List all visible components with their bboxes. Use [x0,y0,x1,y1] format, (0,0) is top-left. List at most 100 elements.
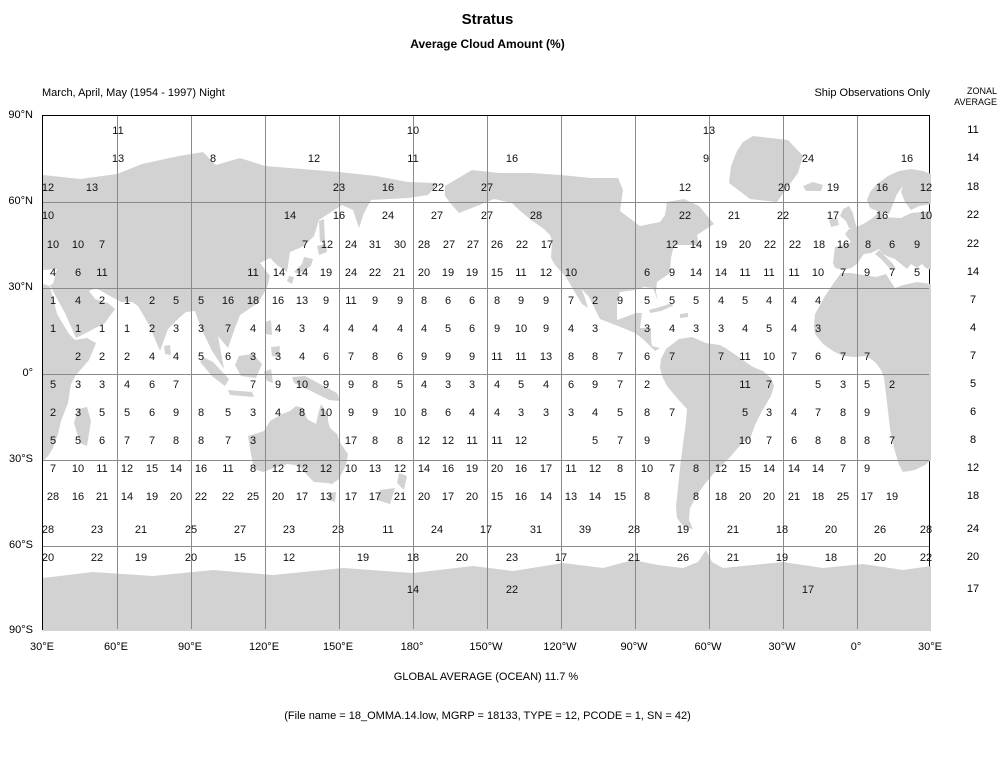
cloud-amount-value: 22 [505,584,519,596]
landmass-sumatra [200,357,229,386]
cloud-amount-value: 16 [505,153,519,165]
cloud-amount-value: 7 [888,435,896,447]
cloud-amount-value: 5 [74,435,82,447]
cloud-amount-value: 17 [860,491,874,503]
latitude-tick-label: 90°N [8,109,33,121]
cloud-amount-value: 6 [148,379,156,391]
cloud-amount-value: 17 [801,584,815,596]
cloud-amount-value: 4 [814,295,822,307]
cloud-amount-value: 3 [249,435,257,447]
cloud-amount-value: 10 [762,351,776,363]
latitude-tick-label: 60°N [8,195,33,207]
cloud-amount-value: 11 [96,267,108,279]
longitude-tick-label: 30°E [30,641,54,653]
x-axis-longitude-labels: 30°E 60°E 90°E 120°E 150°E 180° 150°W 120°W 90°W… [30,641,942,657]
file-info-caption: (File name = 18_OMMA.14.low, MGRP = 1813… [284,710,691,722]
cloud-amount-value: 8 [396,435,404,447]
cloud-amount-value: 19 [145,491,159,503]
cloud-amount-value: 19 [714,239,728,251]
cloud-amount-value: 6 [98,435,106,447]
longitude-gridline [857,116,858,629]
cloud-amount-value: 12 [919,182,933,194]
cloud-amount-value: 3 [74,379,82,391]
landmass-java [228,390,254,397]
landmass-borneo [235,354,262,378]
cloud-amount-value: 13 [85,182,99,194]
cloud-amount-value: 7 [224,435,232,447]
cloud-amount-value: 39 [578,524,592,536]
cloud-amount-value: 23 [331,524,345,536]
cloud-amount-value: 15 [145,463,159,475]
cloud-amount-value: 7 [765,379,773,391]
cloud-amount-value: 2 [123,351,131,363]
cloud-amount-value: 9 [347,407,355,419]
cloud-amount-value: 3 [517,407,525,419]
longitude-tick-label: 90°E [178,641,202,653]
cloud-amount-value: 17 [479,524,493,536]
cloud-amount-value: 8 [814,435,822,447]
cloud-amount-value: 18 [775,524,789,536]
cloud-amount-value: 1 [123,295,131,307]
cloud-amount-value: 10 [41,210,55,222]
landmass-greenland [729,136,803,202]
zonal-average-value: 7 [969,350,977,362]
cloud-amount-value: 17 [826,210,840,222]
cloud-amount-value: 17 [295,491,309,503]
y-axis-latitude-labels: 90°N 60°N 30°N 0° 30°S 60°S 90°S [0,109,37,636]
cloud-amount-value: 19 [775,552,789,564]
cloud-amount-value: 7 [863,351,871,363]
cloud-amount-value: 25 [836,491,850,503]
cloud-amount-value: 27 [466,239,480,251]
landmass-mindanao [271,346,280,357]
longitude-gridline [191,116,192,629]
cloud-amount-value: 5 [591,435,599,447]
cloud-amount-value: 12 [295,463,309,475]
cloud-amount-value: 3 [98,379,106,391]
page-title: Stratus [461,11,514,28]
cloud-amount-value: 5 [98,407,106,419]
cloud-amount-value: 6 [396,351,404,363]
cloud-amount-value: 7 [888,267,896,279]
cloud-amount-value: 11 [763,267,775,279]
longitude-tick-label: 60°W [694,641,722,653]
cloud-amount-value: 4 [741,323,749,335]
cloud-amount-value: 4 [567,323,575,335]
cloud-amount-value: 11 [247,267,259,279]
zonal-average-value: 22 [966,238,980,250]
cloud-amount-value: 6 [567,379,575,391]
cloud-amount-value: 7 [616,379,624,391]
cloud-amount-value: 19 [676,524,690,536]
latitude-tick-label: 30°S [9,453,33,465]
landmass-hokkaido [317,244,327,255]
cloud-amount-value: 4 [172,351,180,363]
cloud-amount-value: 14 [714,267,728,279]
cloud-amount-value: 10 [564,267,578,279]
cloud-amount-value: 21 [727,210,741,222]
cloud-amount-value: 7 [249,379,257,391]
landmass-australia [248,404,348,484]
cloud-amount-value: 12 [678,182,692,194]
longitude-gridline [117,116,118,629]
cloud-amount-value: 14 [295,267,309,279]
cloud-amount-value: 20 [762,491,776,503]
global-average-caption: GLOBAL AVERAGE (OCEAN) 11.7 % [393,671,579,683]
landmass-nz-north [397,473,407,490]
cloud-amount-value: 4 [347,323,355,335]
latitude-tick-label: 90°S [9,624,33,636]
longitude-tick-label: 0° [850,641,862,653]
longitude-tick-label: 30°E [918,641,942,653]
cloud-amount-value: 14 [762,463,776,475]
cloud-amount-value: 17 [441,491,455,503]
cloud-amount-value: 10 [46,239,60,251]
cloud-amount-value: 12 [714,463,728,475]
cloud-amount-value: 19 [134,552,148,564]
landmass-tasmania [328,492,336,502]
cloud-amount-value: 6 [468,323,476,335]
cloud-amount-value: 18 [812,239,826,251]
longitude-gridline [709,116,710,629]
cloud-amount-value: 11 [382,524,394,536]
cloud-amount-value: 2 [98,295,106,307]
cloud-amount-value: 20 [41,552,55,564]
cloud-amount-value: 2 [148,295,156,307]
cloud-amount-value: 7 [790,351,798,363]
